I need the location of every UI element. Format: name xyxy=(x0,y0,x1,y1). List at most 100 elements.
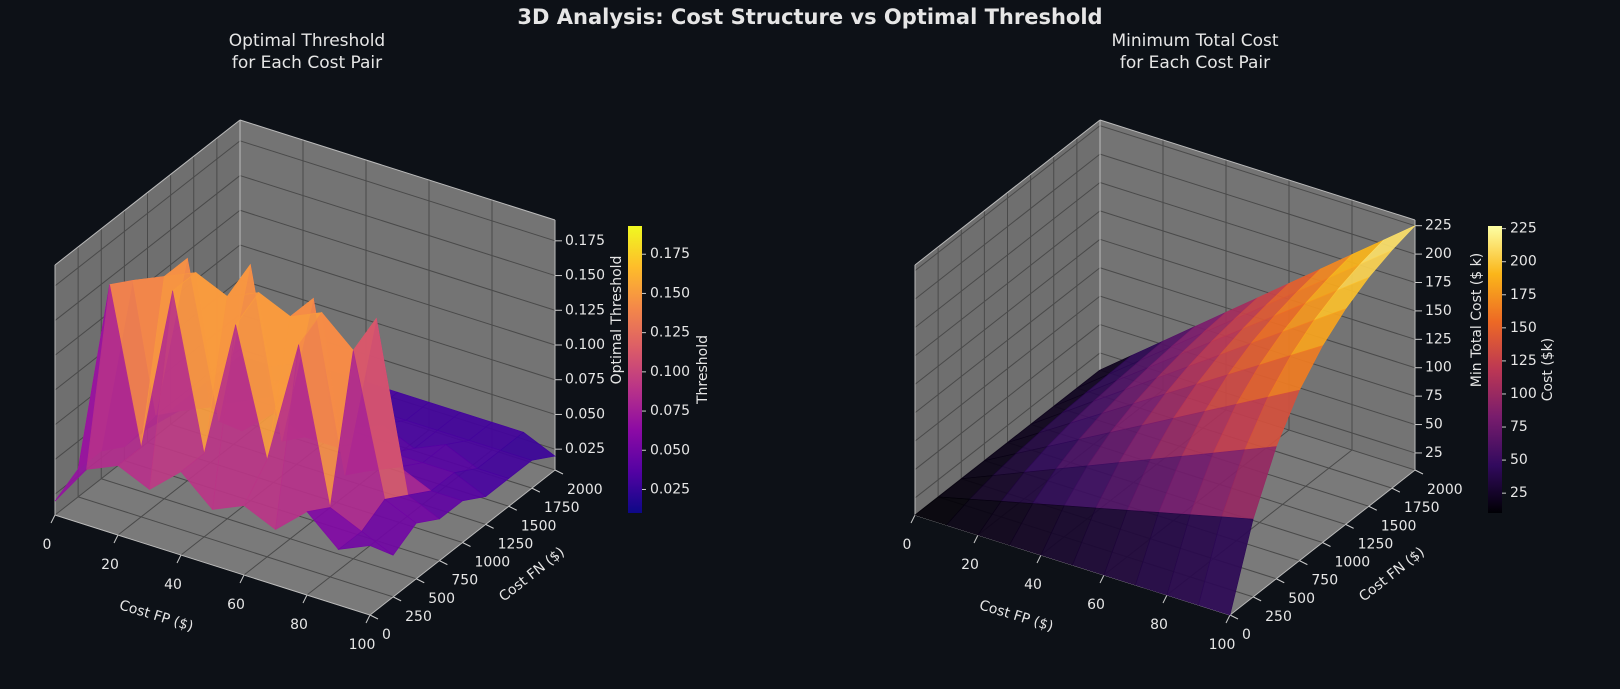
grid-line xyxy=(914,352,1101,499)
tick-mark xyxy=(369,614,379,620)
tick-mark xyxy=(302,594,308,604)
tick-mark xyxy=(1345,523,1354,529)
colorbar-tick-label: 225 xyxy=(1510,221,1537,237)
y-tick-label: 0 xyxy=(1242,627,1251,643)
x-tick-label: 40 xyxy=(164,577,182,593)
tick-mark xyxy=(50,514,56,524)
x-tick-label: 40 xyxy=(1024,577,1042,593)
tick-mark xyxy=(1252,596,1262,602)
colorbar-tick-label: 0.150 xyxy=(650,285,690,301)
tick-mark xyxy=(554,469,564,475)
axis-edge xyxy=(239,119,556,221)
grid-line xyxy=(54,175,241,321)
tick-mark xyxy=(439,560,448,566)
x-tick-label: 80 xyxy=(290,617,308,633)
axis-edge xyxy=(914,119,1101,266)
tick-mark xyxy=(1225,614,1231,624)
x-tick-label: 100 xyxy=(349,637,376,653)
z-tick-label: 100 xyxy=(1425,360,1452,376)
colorbar-tick-label: 0.025 xyxy=(650,481,690,497)
tick-mark xyxy=(1276,578,1285,584)
grid-line xyxy=(914,238,1101,385)
colorbar-label: Threshold xyxy=(695,335,711,405)
z-tick-label: 175 xyxy=(1425,275,1452,291)
x-axis-label: Cost FP ($) xyxy=(977,597,1055,635)
grid-line xyxy=(1099,125,1416,227)
z-tick-label: 200 xyxy=(1425,246,1452,262)
y-tick-label: 250 xyxy=(1265,609,1292,625)
axis-edge xyxy=(369,469,556,616)
tick-mark xyxy=(1099,574,1105,584)
tick-mark xyxy=(1036,554,1042,564)
subplot-title: Minimum Total Cost for Each Cost Pair xyxy=(1111,31,1279,73)
y-tick-label: 1000 xyxy=(1335,555,1371,571)
x-tick-label: 60 xyxy=(227,597,245,613)
grid-line xyxy=(914,210,1101,357)
grid-line xyxy=(914,182,1101,328)
colorbar-tick-label: 150 xyxy=(1510,320,1537,336)
grid-line xyxy=(914,267,1101,414)
x-tick-label: 100 xyxy=(1209,637,1236,653)
grid-line xyxy=(239,175,556,277)
y-tick-label: 1750 xyxy=(544,500,580,516)
y-tick-label: 750 xyxy=(451,573,478,589)
tick-mark xyxy=(1299,560,1308,566)
subplot-title: Optimal Threshold for Each Cost Pair xyxy=(228,31,386,73)
y-tick-label: 0 xyxy=(382,627,391,643)
grid-line xyxy=(239,279,556,381)
axis-edge xyxy=(54,119,241,266)
tick-mark xyxy=(1391,487,1401,493)
colorbar-tick-label: 0.075 xyxy=(650,403,690,419)
z-axis-label: Min Total Cost ($ k) xyxy=(1469,253,1485,387)
z-tick-label: 125 xyxy=(1425,331,1452,347)
tick-mark xyxy=(1322,542,1331,547)
x-tick-label: 20 xyxy=(101,557,119,573)
y-tick-label: 2000 xyxy=(567,482,603,498)
grid-line xyxy=(239,140,556,242)
y-tick-label: 250 xyxy=(405,609,432,625)
colorbar-tick-label: 175 xyxy=(1510,287,1537,303)
tick-mark xyxy=(531,487,541,493)
colorbar-label: Cost ($k) xyxy=(1540,338,1556,402)
colorbar-tick-label: 50 xyxy=(1510,452,1528,468)
x-axis-label: Cost FP ($) xyxy=(117,597,195,635)
figure-title: 3D Analysis: Cost Structure vs Optimal T… xyxy=(517,5,1103,29)
y-tick-label: 500 xyxy=(1288,591,1315,607)
grid-line xyxy=(1099,153,1416,255)
grid-line xyxy=(54,140,241,287)
colorbar-tick-label: 200 xyxy=(1510,254,1537,270)
y-tick-label: 1500 xyxy=(521,518,557,534)
tick-mark xyxy=(485,523,494,529)
tick-mark xyxy=(239,574,245,584)
y-tick-label: 1750 xyxy=(1404,500,1440,516)
z-tick-label: 0.025 xyxy=(565,441,605,457)
z-tick-label: 225 xyxy=(1425,218,1452,234)
z-tick-label: 25 xyxy=(1425,445,1443,461)
x-tick-label: 80 xyxy=(1150,617,1168,633)
grid-line xyxy=(101,478,417,580)
x-tick-label: 60 xyxy=(1087,597,1105,613)
colorbar-tick-label: 0.100 xyxy=(650,364,690,380)
y-tick-label: 750 xyxy=(1311,573,1338,589)
grid-line xyxy=(914,125,1101,272)
z-tick-label: 0.125 xyxy=(565,302,605,318)
tick-mark xyxy=(1162,594,1168,604)
colorbar-tick-label: 0.125 xyxy=(650,325,690,341)
tick-mark xyxy=(176,554,182,564)
tick-mark xyxy=(508,505,517,511)
z-axis-label: Optimal Threshold xyxy=(609,256,625,385)
axis-edge xyxy=(1099,119,1416,221)
y-axis-label: Cost FN ($) xyxy=(496,544,568,605)
tick-mark xyxy=(1414,469,1424,475)
surface-cell xyxy=(337,530,394,556)
tick-mark xyxy=(416,578,425,584)
z-tick-label: 0.050 xyxy=(565,406,605,422)
grid-line xyxy=(914,324,1101,470)
z-tick-label: 50 xyxy=(1425,417,1443,433)
surface xyxy=(54,257,556,556)
y-axis-label: Cost FN ($) xyxy=(1356,544,1428,605)
y-tick-label: 1250 xyxy=(1358,536,1394,552)
z-tick-label: 75 xyxy=(1425,388,1443,404)
grid-line xyxy=(914,153,1101,300)
